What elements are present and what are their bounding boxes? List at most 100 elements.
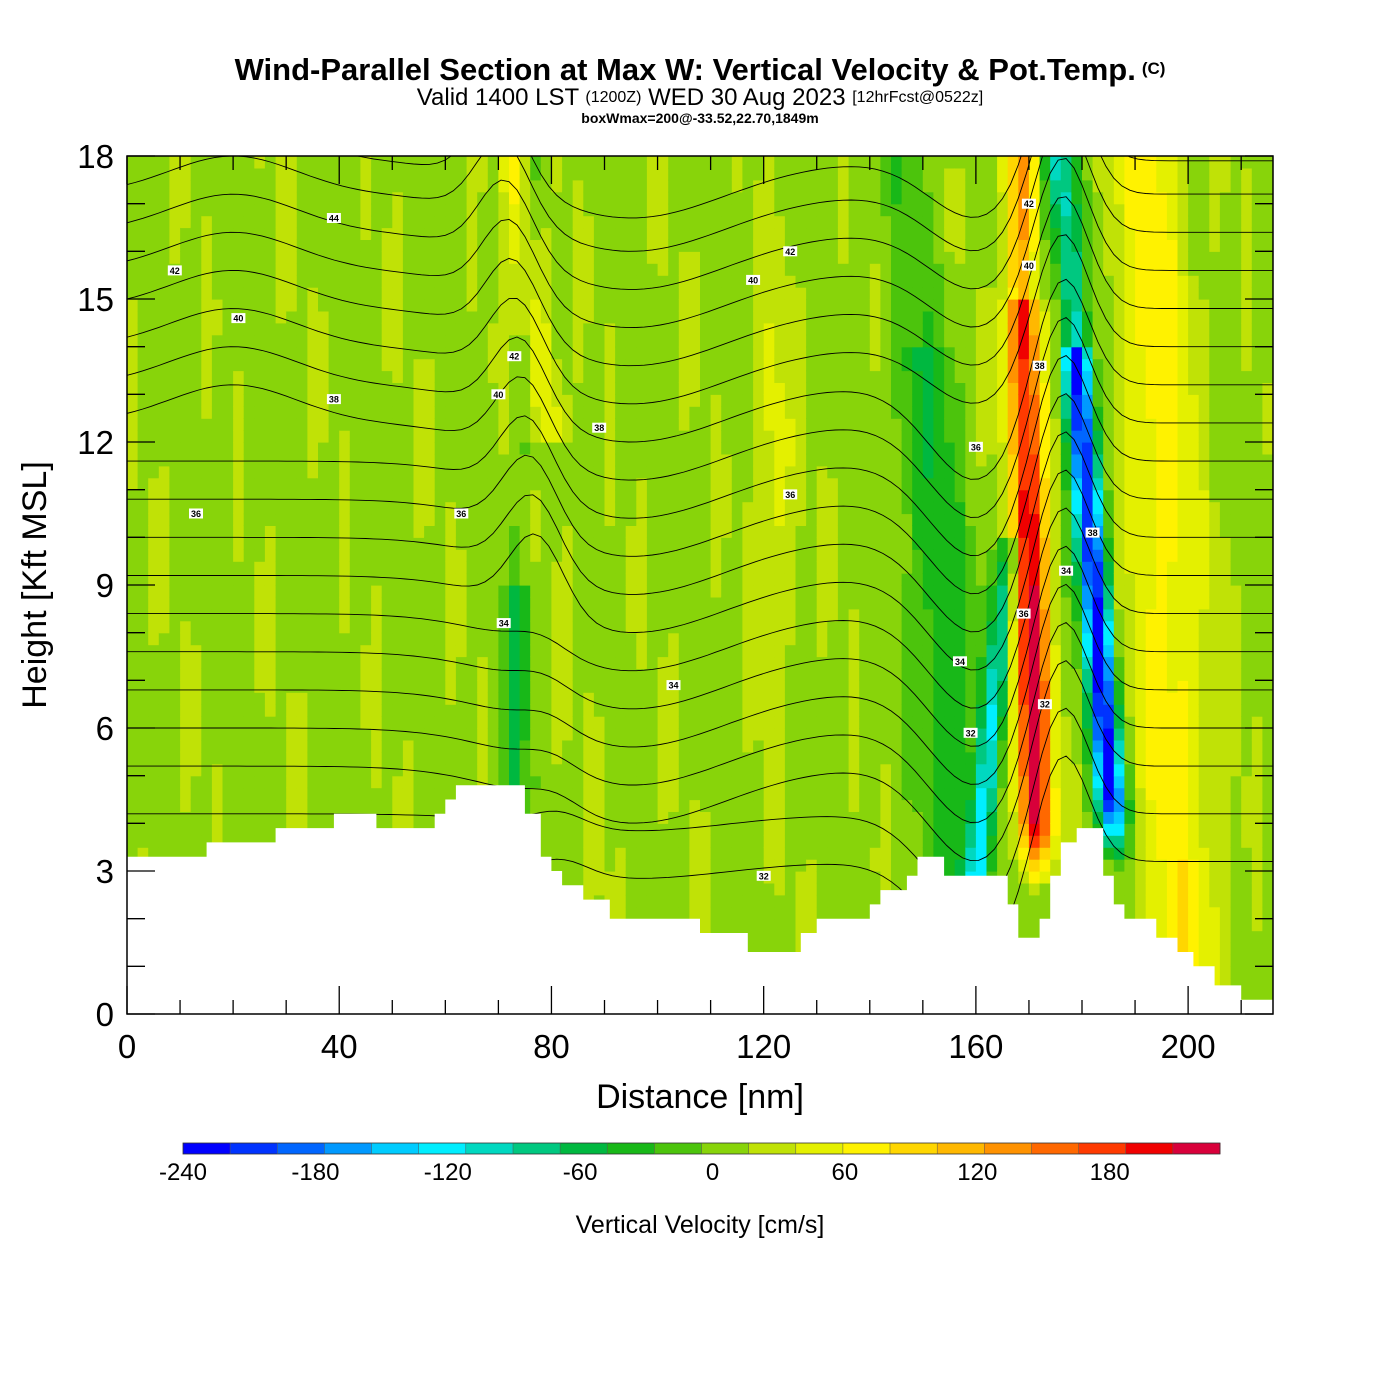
- colorbar-cell: [607, 1143, 655, 1154]
- isentrope-line: [127, 431, 1273, 633]
- isentrope-line: [127, 158, 1273, 329]
- colorbar-cell: [230, 1143, 278, 1154]
- x-tick-label: 160: [948, 1028, 1003, 1065]
- colorbar-tick-label: -240: [159, 1159, 207, 1186]
- contour-label-text: 32: [1040, 700, 1050, 710]
- box-info: boxWmax=200@-33.52,22.70,1849m: [581, 110, 819, 126]
- colorbar-cell: [748, 1143, 797, 1154]
- colorbar-tick-label: 120: [957, 1159, 997, 1186]
- contour-label: 32: [963, 727, 978, 738]
- contour-label: 38: [326, 394, 341, 405]
- contour-label-text: 34: [1061, 566, 1071, 576]
- colorbar-cell: [513, 1143, 561, 1154]
- y-tick-label: 18: [77, 138, 114, 175]
- contour-label-text: 40: [1024, 261, 1034, 271]
- chart-subtitle: Valid 1400 LST (1200Z) WED 30 Aug 2023 […: [0, 84, 1400, 112]
- x-tick-label: 0: [118, 1028, 136, 1065]
- contour-label-text: 34: [668, 681, 678, 691]
- contour-label: 42: [507, 351, 522, 362]
- isentrope-line: [127, 393, 1273, 595]
- contour-label: 34: [953, 656, 967, 667]
- contour-label: 44: [326, 213, 341, 224]
- contour-label: 36: [968, 441, 983, 452]
- y-tick-label: 12: [77, 424, 114, 461]
- contour-label: 36: [1016, 608, 1031, 619]
- colorbar-tick-label: -120: [424, 1159, 472, 1186]
- isentrope-line: [127, 156, 1273, 252]
- forecast-info: [12hrFcst@0522z]: [852, 89, 984, 106]
- contour-label-text: 42: [785, 247, 795, 257]
- contour-label: 42: [167, 265, 182, 276]
- isentrope-line: [127, 621, 1273, 823]
- copyright-mark: (C): [1141, 59, 1166, 78]
- contour-label: 40: [231, 313, 246, 324]
- contour-label: 32: [756, 870, 771, 881]
- x-tick-label: 200: [1161, 1028, 1216, 1065]
- colorbar-cell: [560, 1143, 608, 1154]
- isentrope-line: [355, 156, 1273, 219]
- colorbar-cell: [371, 1143, 419, 1154]
- colorbar: -240 -180 -120 -60 0 60 120 180: [159, 1142, 1221, 1186]
- x-tick-label: 80: [533, 1028, 570, 1065]
- colorbar-cell: [1125, 1143, 1174, 1154]
- valid-utc: (1200Z): [585, 89, 642, 106]
- contour-label: 34: [1059, 565, 1074, 576]
- contour-label-text: 34: [955, 657, 965, 667]
- contour-label-text: 40: [493, 390, 503, 400]
- chart-title-text: Wind-Parallel Section at Max W: Vertical…: [234, 52, 1136, 87]
- contour-label-text: 42: [170, 266, 180, 276]
- y-tick-label: 15: [77, 281, 114, 318]
- isentrope-line: [127, 469, 1273, 671]
- colorbar-tick-label: 60: [832, 1159, 859, 1186]
- isentrope-line: [127, 196, 1273, 367]
- y-tick-label: 3: [96, 853, 114, 890]
- isentrope-line: [127, 355, 1273, 556]
- isentrope-line: [127, 156, 1273, 290]
- contour-label-text: 36: [785, 490, 795, 500]
- contour-label-text: 36: [971, 442, 981, 452]
- isentrope-line: [127, 278, 1273, 480]
- isentrope-line: [127, 707, 1273, 909]
- isentrope-line: [127, 583, 1273, 785]
- x-axis-title: Distance [nm]: [596, 1078, 804, 1116]
- contour-label-text: 34: [499, 619, 509, 629]
- y-tick-label: 6: [96, 710, 114, 747]
- isentrope-line: [127, 234, 1273, 405]
- y-tick-label: 9: [96, 567, 114, 604]
- contour-label-text: 42: [509, 352, 519, 362]
- terrain-polygon: [127, 785, 1273, 1014]
- colorbar-tick-label: -60: [563, 1159, 598, 1186]
- contour-label-text: 38: [1035, 361, 1045, 371]
- contour-label-text: 40: [233, 314, 243, 324]
- contour-label: 40: [1021, 260, 1036, 271]
- contour-label: 36: [454, 508, 469, 519]
- contour-label-text: 44: [329, 214, 339, 224]
- contour-label: 34: [496, 618, 511, 629]
- colorbar-cell: [1078, 1143, 1127, 1154]
- y-tick-label: 0: [96, 996, 114, 1033]
- contour-label-text: 36: [1019, 609, 1029, 619]
- contour-label: 38: [592, 422, 607, 433]
- contour-label-text: 32: [759, 871, 769, 881]
- contour-label: 34: [666, 680, 681, 691]
- potential-temperature-contours: [127, 156, 1273, 957]
- chart-title: Wind-Parallel Section at Max W: Vertical…: [0, 52, 1400, 88]
- x-tick-label: 120: [736, 1028, 791, 1065]
- contour-label-text: 42: [1024, 199, 1034, 209]
- terrain-mask: [127, 785, 1273, 1014]
- colorbar-title: Vertical Velocity [cm/s]: [576, 1211, 825, 1239]
- isentrope-line: [127, 545, 1273, 747]
- contour-label-text: 38: [594, 423, 604, 433]
- contour-label: 32: [1037, 699, 1052, 710]
- colorbar-cell: [937, 1143, 985, 1154]
- contour-label-text: 36: [456, 509, 466, 519]
- colorbar-tick-label: -180: [291, 1159, 339, 1186]
- contour-label: 42: [783, 246, 798, 257]
- contour-labels: 44 42 42 42 42 40 40 40 40 38 38 38 38 36 36 36 36 36 34 34…: [167, 198, 1100, 881]
- valid-time: Valid 1400 LST: [416, 84, 579, 111]
- colorbar-cell: [842, 1143, 891, 1154]
- contour-label-text: 40: [748, 275, 758, 285]
- contour-label: 38: [1032, 360, 1047, 371]
- x-tick-label: 40: [321, 1028, 358, 1065]
- contour-label: 42: [1021, 198, 1036, 209]
